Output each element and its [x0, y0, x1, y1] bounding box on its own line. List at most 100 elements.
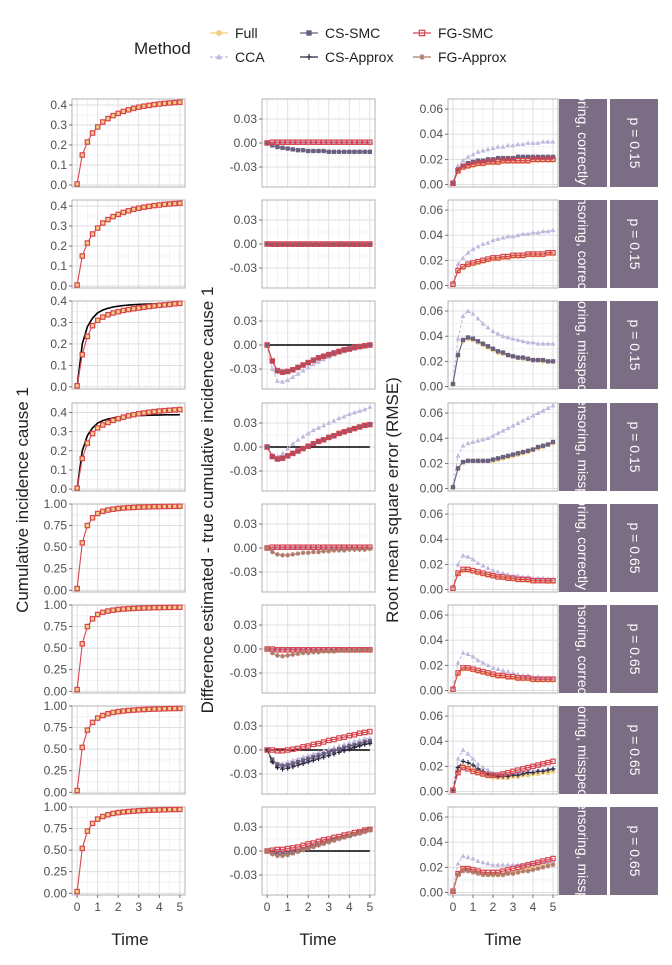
point-estimated-all-methods [151, 101, 157, 108]
point-cca [495, 331, 501, 336]
point-estimated-all-methods [146, 409, 152, 415]
point-cs-smc [290, 242, 295, 247]
point-estimated-all-methods [105, 217, 111, 222]
point-cca [326, 746, 332, 752]
point-fg-smc [520, 863, 526, 869]
point-fg-smc [300, 139, 306, 145]
point-cs-smc [336, 747, 342, 752]
point-estimated-all-methods [141, 807, 147, 814]
point-estimated-all-methods [116, 111, 121, 116]
point-cca [357, 408, 362, 413]
y-tick-label: -0.03 [230, 160, 258, 174]
strip-scenario-bg [559, 301, 607, 389]
point-cs-smc [290, 761, 295, 766]
point-cca [455, 860, 461, 866]
point-cs-smc [535, 444, 541, 450]
point-fg-approx [264, 848, 270, 854]
point-estimated-all-methods [166, 806, 173, 813]
point-cca [505, 668, 511, 674]
point-estimated-all-methods [167, 706, 172, 711]
point-estimated-all-methods [130, 206, 137, 213]
point-fg-approx [510, 871, 516, 877]
point-cca [470, 246, 476, 251]
point-fg-smc [300, 544, 306, 550]
point-estimated-all-methods [110, 310, 116, 316]
point-fg-approx [269, 851, 275, 857]
point-cs-smc [455, 352, 461, 358]
legend-key-marker [306, 30, 312, 36]
strip-scenario-label: Random censoring, misspecified FG [575, 334, 591, 560]
point-cca [310, 361, 316, 367]
point-fg-smc [510, 157, 516, 164]
point-estimated-all-methods [100, 314, 106, 320]
y-tick-label: 0.06 [420, 608, 444, 622]
point-estimated-all-methods [136, 605, 141, 611]
legend-item-cca: CCA [210, 49, 265, 65]
y-tick-label: 0.04 [420, 532, 444, 546]
point-fg-smc [470, 567, 476, 574]
point-cca [550, 139, 556, 144]
x-axis-title-col3: Time [484, 930, 521, 949]
point-estimated-all-methods [151, 706, 157, 712]
panel-c1-r5: 0.00 0.25 0.50 0.75 1.00 [44, 497, 186, 597]
point-estimated-all-methods [89, 130, 96, 136]
point-cs-approx [515, 772, 521, 778]
point-estimated-all-methods [151, 504, 157, 509]
point-cs-smc [306, 148, 311, 154]
point-estimated-all-methods [141, 104, 147, 109]
point-estimated-all-methods [177, 406, 183, 413]
point-fg-approx [321, 548, 327, 554]
point-estimated-all-methods [161, 604, 168, 611]
point-cca [316, 749, 321, 755]
point-fg-smc [480, 771, 486, 777]
point-cca [455, 756, 461, 761]
y-tick-label: 0.06 [420, 709, 444, 723]
point-fg-smc [530, 156, 536, 163]
point-estimated-all-methods [157, 202, 162, 208]
point-estimated-all-methods [74, 888, 80, 895]
point-fg-approx [290, 552, 296, 557]
point-cs-smc [352, 242, 357, 247]
panel-c2-r6: 0.03 0.00 -0.03 [230, 604, 376, 694]
point-estimated-all-methods [89, 322, 96, 329]
point-estimated-all-methods [161, 302, 168, 308]
point-fg-smc [367, 728, 373, 735]
point-cca [505, 571, 511, 577]
point-fg-smc [326, 434, 332, 441]
point-estimated-all-methods [125, 208, 132, 214]
y-tick-label: 0.75 [44, 620, 68, 634]
point-estimated-all-methods [80, 745, 85, 750]
point-estimated-all-methods [167, 302, 172, 307]
point-estimated-all-methods [84, 522, 91, 529]
point-estimated-all-methods [121, 708, 126, 714]
y-tick-label: 0.06 [420, 102, 444, 116]
point-fg-smc [460, 566, 466, 573]
y-tick-label: 0.03 [234, 719, 258, 733]
x-tick-label: 2 [115, 900, 122, 914]
point-fg-smc [310, 544, 317, 550]
point-estimated-all-methods [126, 809, 131, 814]
point-estimated-all-methods [84, 623, 91, 630]
point-estimated-all-methods [141, 204, 147, 210]
point-cs-smc [336, 242, 342, 247]
y-tick-label: 0.02 [420, 860, 444, 874]
strip-scenario-label: No censoring, correctly specified [575, 447, 591, 649]
point-estimated-all-methods [146, 605, 152, 611]
point-estimated-all-methods [80, 352, 85, 357]
y-tick-label: 0.75 [44, 519, 68, 533]
point-cca [545, 139, 551, 144]
point-estimated-all-methods [121, 505, 126, 511]
panel-c3-r4: 0.06 0.04 0.02 0.00 [420, 402, 559, 495]
point-cca [465, 554, 471, 559]
y-tick-label: 0.4 [50, 98, 67, 112]
point-cs-smc [525, 448, 531, 453]
point-fg-smc [520, 252, 526, 259]
point-estimated-all-methods [120, 708, 127, 714]
point-estimated-all-methods [94, 816, 101, 822]
point-estimated-all-methods [136, 411, 141, 416]
point-cca [510, 422, 516, 428]
point-estimated-all-methods [100, 422, 106, 428]
y-tick-label: 0.00 [234, 743, 258, 757]
point-fg-smc [346, 346, 353, 352]
point-fg-approx [535, 866, 541, 871]
